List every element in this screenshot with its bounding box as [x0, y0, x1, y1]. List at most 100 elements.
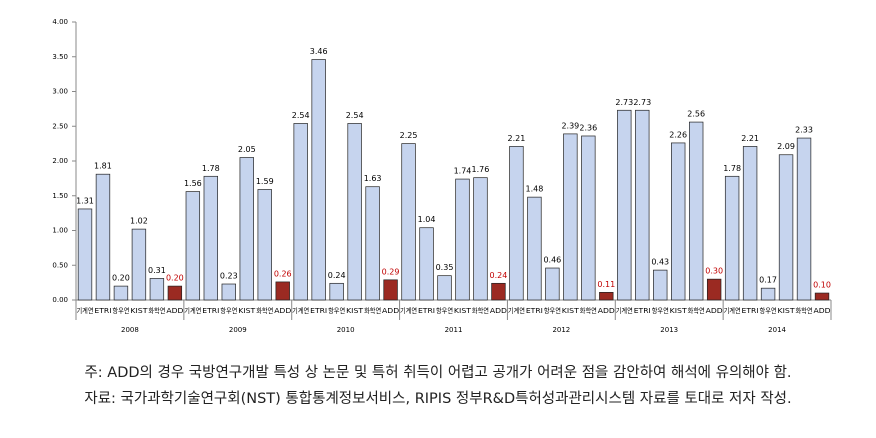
x-group-label: 2011 — [445, 326, 463, 334]
bar — [599, 292, 614, 301]
x-tick-label: 항우연 — [220, 306, 237, 315]
bar — [581, 135, 596, 301]
value-label: 1.63 — [364, 174, 382, 183]
x-group-label: 2010 — [337, 326, 355, 334]
x-tick-label: ETRI — [94, 307, 111, 315]
value-label: 2.54 — [346, 111, 364, 120]
x-tick-label: 항우연 — [328, 306, 345, 315]
bar — [509, 146, 524, 301]
x-tick-label: KIST — [778, 307, 796, 315]
value-label: 2.25 — [400, 131, 418, 140]
bar — [653, 269, 668, 301]
bar — [167, 285, 183, 301]
x-tick-label: 화학연 — [472, 306, 489, 315]
value-label: 2.73 — [633, 98, 651, 107]
value-label: 0.43 — [651, 258, 669, 267]
y-tick-label: 3.00 — [52, 88, 68, 96]
bar — [347, 123, 362, 301]
value-label: 1.74 — [454, 167, 472, 176]
value-label: 2.09 — [777, 142, 795, 151]
value-label: 3.46 — [310, 47, 328, 56]
x-group-label: 2013 — [660, 326, 678, 334]
bar — [293, 123, 308, 301]
x-tick-label: 화학연 — [580, 306, 597, 315]
value-label: 0.35 — [436, 263, 454, 272]
bar — [95, 173, 111, 301]
bar — [203, 175, 219, 301]
x-tick-label: 기계연 — [292, 306, 309, 315]
x-tick-label: ADD — [813, 307, 830, 315]
value-label: 0.46 — [543, 256, 561, 265]
bar — [311, 59, 326, 301]
x-tick-label: ETRI — [310, 307, 327, 315]
x-tick-label: 화학연 — [795, 306, 812, 315]
value-label: 2.56 — [687, 110, 705, 119]
bar — [688, 121, 704, 301]
x-tick-label: KIST — [562, 307, 580, 315]
value-label: 0.20 — [166, 274, 184, 283]
bar — [491, 282, 506, 301]
value-label: 1.04 — [418, 215, 436, 224]
x-tick-label: KIST — [670, 307, 688, 315]
bar — [419, 227, 434, 301]
x-tick-label: ETRI — [526, 307, 543, 315]
x-tick-label: 기계연 — [508, 306, 525, 315]
x-tick-label: KIST — [346, 307, 364, 315]
value-label: 2.54 — [292, 111, 310, 120]
bar — [221, 283, 236, 301]
value-label: 1.76 — [472, 165, 490, 174]
x-tick-label: 화학연 — [688, 306, 705, 315]
value-label: 2.21 — [741, 134, 759, 143]
value-label: 0.11 — [597, 280, 615, 289]
bar — [545, 267, 560, 301]
x-tick-label: KIST — [454, 307, 472, 315]
value-label: 0.26 — [274, 269, 292, 278]
x-tick-label: ADD — [166, 307, 183, 315]
value-label: 1.31 — [76, 196, 94, 205]
value-label: 0.24 — [490, 271, 508, 280]
bar — [113, 285, 129, 301]
value-label: 2.21 — [508, 134, 526, 143]
bar — [455, 178, 470, 301]
value-label: 0.23 — [220, 272, 238, 281]
x-tick-label: 기계연 — [400, 306, 417, 315]
x-tick-label: 기계연 — [724, 306, 741, 315]
bar — [473, 177, 488, 301]
bar — [437, 275, 452, 301]
bar — [257, 189, 272, 301]
bar — [617, 109, 632, 301]
value-label: 2.26 — [669, 130, 687, 139]
bar — [401, 143, 416, 301]
x-group-label: 2009 — [229, 326, 247, 334]
bar — [365, 186, 380, 301]
value-label: 1.78 — [202, 164, 220, 173]
x-group-label: 2008 — [121, 326, 139, 334]
bar — [239, 157, 254, 301]
bar — [563, 133, 578, 301]
value-label: 2.73 — [615, 98, 633, 107]
x-tick-label: 항우연 — [112, 306, 129, 315]
y-tick-label: 1.50 — [52, 192, 68, 200]
x-tick-label: ADD — [706, 307, 723, 315]
value-label: 0.20 — [112, 274, 130, 283]
x-tick-label: KIST — [238, 307, 256, 315]
y-tick-label: 3.50 — [52, 53, 68, 61]
bar — [814, 292, 830, 301]
value-label: 2.39 — [561, 121, 579, 130]
x-tick-label: 화학연 — [148, 306, 165, 315]
x-tick-label: ETRI — [634, 307, 651, 315]
value-label: 1.56 — [184, 179, 202, 188]
x-tick-label: 화학연 — [256, 306, 273, 315]
bar — [760, 287, 776, 301]
bar — [671, 142, 686, 301]
x-tick-label: ADD — [598, 307, 615, 315]
value-label: 0.29 — [382, 267, 400, 276]
x-tick-label: 기계연 — [184, 306, 201, 315]
value-label: 0.30 — [705, 267, 723, 276]
y-tick-label: 4.00 — [52, 18, 68, 26]
x-tick-label: 항우연 — [760, 306, 777, 315]
bar — [185, 191, 201, 301]
x-tick-label: ETRI — [418, 307, 435, 315]
bar — [275, 281, 290, 301]
